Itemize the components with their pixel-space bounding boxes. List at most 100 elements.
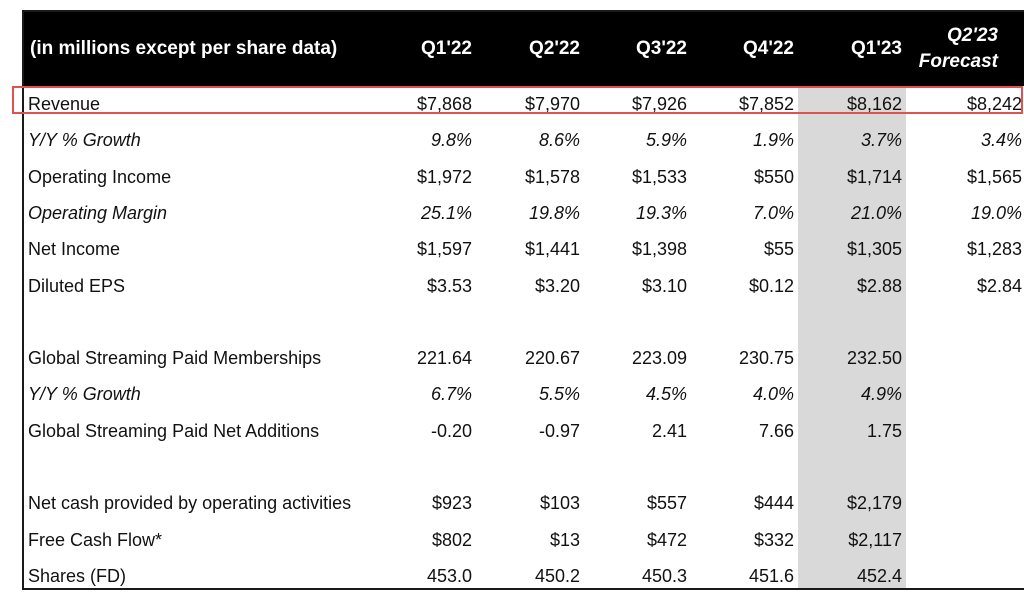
cell-q3-22: $472 xyxy=(646,529,687,550)
cell-q2-23-forecast xyxy=(906,485,1022,521)
cell-q4-22: 4.0% xyxy=(752,384,794,405)
table-row xyxy=(24,449,1024,485)
header-q2-23-forecast: Q2'23 Forecast xyxy=(906,12,998,86)
table-row: Net cash provided by operating activitie… xyxy=(24,485,1024,521)
cell-q1-23: 3.7% xyxy=(860,130,902,151)
table-row: Global Streaming Paid Memberships 221.64 2… xyxy=(24,340,1024,376)
row-label: Y/Y % Growth xyxy=(28,384,141,405)
cell-q2-22 xyxy=(476,449,580,485)
header-forecast-label: Forecast xyxy=(918,51,998,72)
table-row: Operating Income $1,972 $1,578 $1,533 $550 $1… xyxy=(24,159,1024,195)
cell-q4-22: $332 xyxy=(753,529,794,550)
cell-q4-22: $7,852 xyxy=(738,94,794,114)
cell-q2-23-forecast: $1,283 xyxy=(966,239,1022,260)
cell-q3-22: $7,926 xyxy=(631,94,687,114)
table-row: Operating Margin 25.1% 19.8% 19.3% 7.0% 21.0%… xyxy=(24,195,1024,231)
cell-q3-22: 4.5% xyxy=(645,384,687,405)
cell-q2-22: -0.97 xyxy=(538,420,580,441)
q1-23-highlight-column xyxy=(798,86,906,588)
cell-q4-22: $0.12 xyxy=(748,275,794,296)
cell-q3-22: $3.10 xyxy=(641,275,687,296)
cell-q1-23: $8,162 xyxy=(846,94,902,114)
cell-q1-22: $3.53 xyxy=(426,275,472,296)
row-label: Diluted EPS xyxy=(28,275,126,296)
cell-q4-22: 1.9% xyxy=(752,130,794,151)
cell-q2-23-forecast xyxy=(906,376,1022,412)
cell-q3-22: $1,398 xyxy=(631,239,687,260)
cell-q3-22: 19.3% xyxy=(635,202,687,223)
header-forecast-quarter: Q2'23 xyxy=(947,25,998,46)
table-row: Net Income $1,597 $1,441 $1,398 $55 $1,305 $1,… xyxy=(24,231,1024,267)
cell-q2-23-forecast: $8,242 xyxy=(966,94,1022,114)
cell-q2-22: 450.2 xyxy=(534,565,580,586)
row-label: Shares (FD) xyxy=(28,565,127,586)
cell-q1-22: 9.8% xyxy=(430,130,472,151)
table-row: Shares (FD) 453.0 450.2 450.3 451.6 452.4 xyxy=(24,558,1024,588)
cell-q2-22 xyxy=(476,304,580,340)
header-q2-22: Q2'22 xyxy=(529,38,580,59)
cell-q1-23: $2,117 xyxy=(848,529,902,550)
row-label: Operating Margin xyxy=(28,202,168,223)
cell-q1-23: 1.75 xyxy=(866,420,902,441)
row-label: Net cash provided by operating activitie… xyxy=(28,493,352,514)
cell-q2-22: $103 xyxy=(539,493,580,514)
cell-q3-22: 2.41 xyxy=(651,420,687,441)
row-label: Net Income xyxy=(28,239,121,260)
cell-q1-23: 452.4 xyxy=(856,565,902,586)
cell-q2-23-forecast xyxy=(906,304,1022,340)
cell-q4-22: $55 xyxy=(763,239,794,260)
table-row: Free Cash Flow* $802 $13 $472 $332 $2,117 xyxy=(24,522,1024,558)
row-label: Global Streaming Paid Net Additions xyxy=(28,420,320,441)
cell-q1-22: 25.1% xyxy=(420,202,472,223)
cell-q1-22: $7,868 xyxy=(416,94,472,114)
cell-q3-22: 5.9% xyxy=(645,130,687,151)
cell-q1-22 xyxy=(390,449,472,485)
cell-q1-22: -0.20 xyxy=(430,420,472,441)
cell-q1-22: 221.64 xyxy=(416,348,472,369)
cell-q1-23: $1,305 xyxy=(846,239,902,260)
cell-q3-22: 450.3 xyxy=(641,565,687,586)
cell-q1-23: 232.50 xyxy=(846,348,902,369)
cell-q2-22: $1,578 xyxy=(524,166,580,187)
table-row: Revenue $7,868 $7,970 $7,926 $7,852 $8,162 $8,… xyxy=(24,86,1024,122)
cell-q4-22: 451.6 xyxy=(748,565,794,586)
cell-q2-23-forecast xyxy=(906,340,1022,376)
table-row: Diluted EPS $3.53 $3.20 $3.10 $0.12 $2.88 $2.8… xyxy=(24,268,1024,304)
cell-q2-23-forecast xyxy=(906,413,1022,449)
header-q1-23: Q1'23 xyxy=(851,38,902,59)
cell-q4-22 xyxy=(690,304,794,340)
cell-q2-22: $13 xyxy=(549,529,580,550)
cell-q2-22: $7,970 xyxy=(524,94,580,114)
cell-q1-22: 6.7% xyxy=(430,384,472,405)
cell-q1-22: 453.0 xyxy=(426,565,472,586)
cell-q1-23: 21.0% xyxy=(850,202,902,223)
cell-q2-23-forecast xyxy=(906,522,1022,558)
row-label: Operating Income xyxy=(28,166,172,187)
cell-q1-22: $802 xyxy=(431,529,472,550)
header-q3-22: Q3'22 xyxy=(636,38,687,59)
cell-q2-23-forecast: 3.4% xyxy=(980,130,1022,151)
table-row: Global Streaming Paid Net Additions -0.20… xyxy=(24,413,1024,449)
cell-q1-23: 4.9% xyxy=(860,384,902,405)
cell-q1-23: $2,179 xyxy=(846,493,902,514)
row-label: Y/Y % Growth xyxy=(28,130,141,151)
cell-q1-23: $1,714 xyxy=(846,166,902,187)
cell-q2-22: 220.67 xyxy=(524,348,580,369)
cell-q2-23-forecast: $1,565 xyxy=(966,166,1022,187)
table-row: Y/Y % Growth 6.7% 5.5% 4.5% 4.0% 4.9% xyxy=(24,376,1024,412)
cell-q2-22: 5.5% xyxy=(538,384,580,405)
cell-q2-23-forecast xyxy=(906,449,1022,485)
cell-q1-23: $2.88 xyxy=(856,275,902,296)
cell-q3-22 xyxy=(584,304,687,340)
cell-q4-22: 230.75 xyxy=(738,348,794,369)
header-q4-22: Q4'22 xyxy=(743,38,794,59)
financial-summary-table: (in millions except per share data) Q1'2… xyxy=(22,10,1024,590)
cell-q4-22: 7.66 xyxy=(758,420,794,441)
cell-q2-22: 8.6% xyxy=(538,130,580,151)
cell-q3-22: 223.09 xyxy=(631,348,687,369)
cell-q1-22 xyxy=(390,304,472,340)
cell-q2-22: $3.20 xyxy=(534,275,580,296)
table-row xyxy=(24,304,1024,340)
cell-q4-22: $550 xyxy=(753,166,794,187)
cell-q4-22: 7.0% xyxy=(752,202,794,223)
